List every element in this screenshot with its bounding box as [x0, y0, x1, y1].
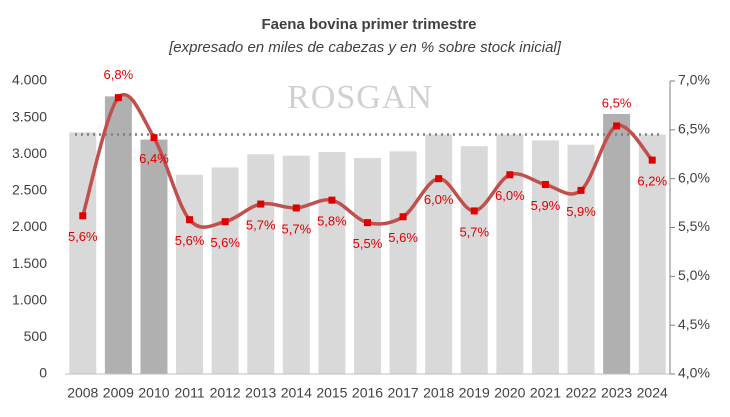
data-label: 5,7%	[282, 221, 312, 236]
x-tick-label: 2012	[210, 385, 241, 401]
marker	[364, 219, 371, 227]
data-label: 6,8%	[104, 67, 134, 82]
data-label: 5,8%	[317, 214, 347, 229]
marker	[150, 134, 158, 142]
bar	[318, 152, 346, 374]
x-tick-label: 2016	[352, 385, 383, 401]
marker	[328, 196, 336, 204]
x-tick-label: 2017	[388, 385, 419, 401]
bar	[211, 167, 239, 374]
bar	[531, 140, 559, 374]
marker	[186, 216, 194, 224]
data-label: 5,7%	[246, 217, 276, 232]
y2-tick-label: 6,5%	[678, 121, 710, 137]
data-label: 5,5%	[353, 236, 383, 251]
bar	[247, 154, 275, 374]
y-tick-label: 1.000	[12, 291, 47, 307]
marker	[470, 207, 478, 215]
y-tick-label: 4.000	[12, 72, 47, 88]
data-label: 5,6%	[210, 235, 240, 250]
data-label: 5,7%	[459, 224, 489, 239]
y2-tick-label: 4,0%	[678, 365, 710, 381]
marker	[257, 200, 265, 208]
bar	[496, 134, 524, 374]
bar	[354, 157, 381, 374]
chart-subtitle: [expresado en miles de cabezas y en % so…	[168, 39, 562, 56]
bar	[425, 134, 453, 374]
bar	[140, 139, 168, 374]
bar	[638, 134, 666, 374]
x-tick-label: 2014	[281, 385, 312, 401]
y2-tick-label: 6,0%	[678, 169, 710, 185]
line	[81, 93, 654, 229]
marker	[435, 175, 443, 183]
x-tick-label: 2008	[67, 385, 98, 401]
marker	[577, 186, 585, 194]
data-label: 6,0%	[495, 188, 525, 203]
y-tick-label: 2.000	[12, 218, 47, 234]
x-tick-label: 2023	[601, 385, 632, 401]
marker	[648, 156, 656, 164]
x-tick-label: 2013	[245, 385, 276, 401]
y-tick-label: 3.500	[12, 108, 47, 124]
marker	[613, 122, 621, 130]
marker	[221, 218, 229, 226]
x-tick-label: 2022	[565, 385, 596, 401]
bar	[104, 96, 132, 374]
marker	[292, 204, 300, 212]
data-label: 5,9%	[531, 198, 561, 213]
bar	[567, 144, 595, 374]
bar	[603, 113, 631, 375]
x-tick-label: 2021	[530, 385, 561, 401]
marker	[541, 181, 549, 189]
x-tick-label: 2019	[459, 385, 490, 401]
x-tick-label: 2015	[316, 385, 347, 401]
bar	[389, 151, 417, 374]
marker	[506, 171, 514, 179]
data-label: 5,6%	[388, 230, 418, 245]
y-tick-label: 3.000	[12, 145, 47, 161]
y2-tick-label: 7,0%	[678, 72, 710, 88]
x-tick-label: 2011	[175, 385, 205, 401]
data-label: 5,6%	[68, 229, 98, 244]
bar	[176, 174, 204, 374]
data-label: 5,6%	[175, 233, 205, 248]
bar	[460, 146, 488, 374]
marker	[399, 213, 407, 221]
y2-tick-label: 4,5%	[678, 316, 710, 332]
data-label: 6,4%	[139, 151, 169, 166]
marker	[79, 212, 87, 220]
x-tick-label: 2009	[103, 385, 134, 401]
y-tick-label: 1.500	[12, 255, 47, 271]
bar	[69, 132, 97, 374]
marker	[114, 94, 122, 102]
data-label: 6,2%	[637, 174, 667, 189]
chart-title: Faena bovina primer trimestre	[261, 16, 476, 33]
x-tick-label: 2024	[637, 385, 668, 401]
x-tick-label: 2018	[423, 385, 454, 401]
data-label: 5,9%	[566, 204, 596, 219]
y-tick-label: 500	[24, 328, 48, 344]
bar	[282, 155, 310, 374]
y2-tick-label: 5,0%	[678, 267, 710, 283]
y-tick-label: 0	[39, 365, 47, 381]
data-label: 6,5%	[602, 95, 632, 110]
y-tick-label: 2.500	[12, 182, 47, 198]
watermark: ROSGAN	[287, 79, 433, 116]
y2-tick-label: 5,5%	[678, 218, 710, 234]
x-tick-label: 2020	[494, 385, 525, 401]
data-label: 6,0%	[424, 192, 454, 207]
x-tick-label: 2010	[138, 385, 169, 401]
